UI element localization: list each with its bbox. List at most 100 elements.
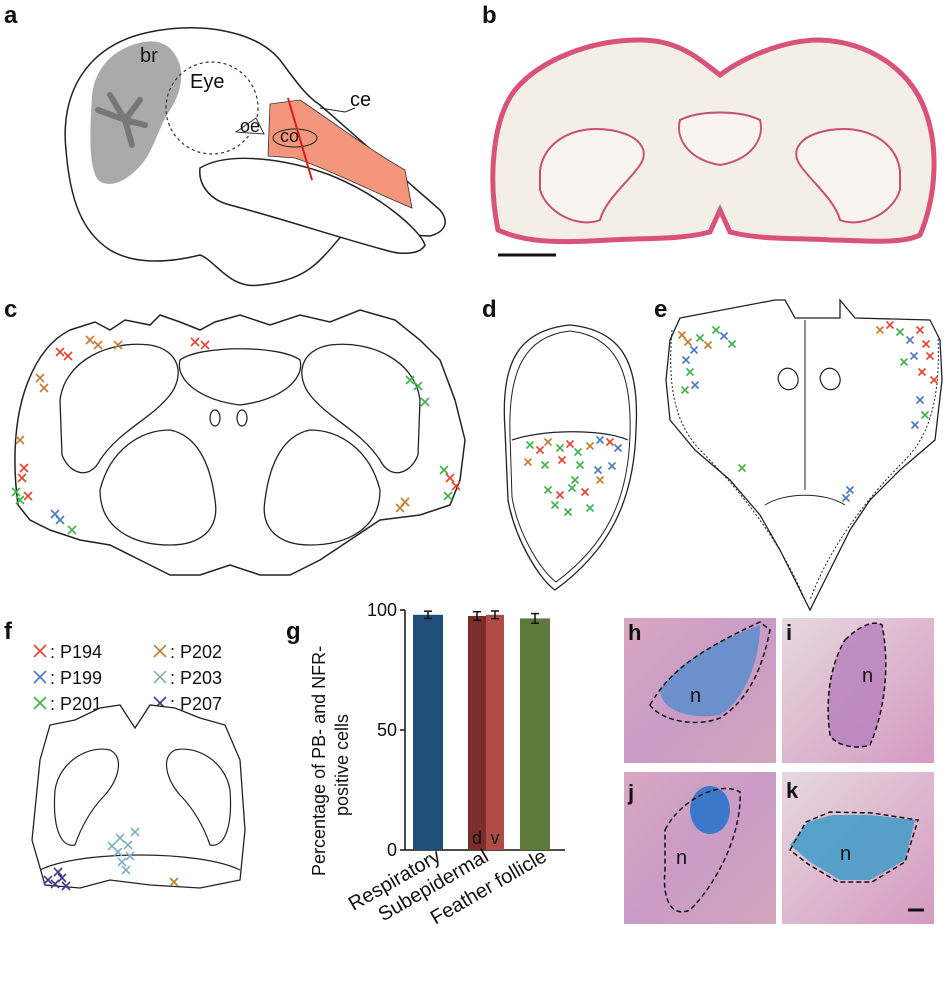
marker-e	[719, 331, 729, 341]
micrograph-j-nucleus: n	[676, 847, 687, 869]
bar	[520, 618, 550, 850]
marker-e	[695, 333, 705, 343]
oe-region	[234, 117, 265, 135]
marker-d	[585, 441, 595, 451]
marker-d	[563, 507, 573, 517]
left-cavity-c	[99, 429, 217, 546]
eye-circle	[165, 61, 259, 155]
section-e-hole-right	[819, 367, 841, 391]
marker-e	[703, 340, 713, 350]
marker-d	[550, 500, 560, 510]
marker-c	[67, 525, 77, 535]
marker-c	[35, 373, 45, 383]
panel-letter-c: c	[4, 296, 18, 323]
marker-e	[895, 327, 905, 337]
section-f-base	[39, 854, 241, 871]
marker-d	[573, 447, 583, 457]
y-axis-group: Percentage of PB- and NFR- positive cell…	[309, 646, 352, 876]
marker-e	[680, 385, 690, 395]
section-f-left-loop	[53, 748, 120, 846]
ce-pointer	[319, 107, 356, 113]
marker-e	[711, 325, 721, 335]
panel-letter-f: f	[4, 618, 12, 645]
marker-e	[727, 339, 737, 349]
marker-d	[605, 437, 615, 447]
marker-e	[899, 357, 909, 367]
marker-e	[677, 330, 687, 340]
marker-c	[200, 340, 210, 350]
marker-e	[920, 410, 930, 420]
marker-c	[93, 340, 103, 350]
marker-e	[915, 325, 925, 335]
marker-c	[443, 491, 453, 501]
section-e-rim	[670, 329, 806, 601]
marker-e	[875, 325, 885, 335]
marker-e	[917, 367, 927, 377]
marker-e	[681, 355, 691, 365]
marker-f	[169, 877, 179, 887]
marker-f	[117, 857, 127, 867]
marker-e	[909, 351, 919, 361]
legend-label: : P199	[50, 668, 102, 688]
section-f-outline	[31, 704, 246, 889]
septum	[678, 111, 762, 167]
legend-label: : P202	[170, 642, 222, 662]
marker-d	[607, 461, 617, 471]
brain-region	[90, 41, 182, 184]
marker-c	[413, 381, 423, 391]
legend-label: : P194	[50, 642, 102, 662]
marker-e	[885, 320, 895, 330]
marker-e	[683, 337, 693, 347]
right-cavity-c	[263, 429, 381, 546]
legend-label: : P207	[170, 694, 222, 714]
marker-d	[540, 460, 550, 470]
micrograph-h-cell	[649, 621, 771, 724]
septum-c	[178, 348, 302, 406]
marker-f	[123, 840, 133, 850]
bar	[413, 614, 443, 850]
marker-e	[845, 485, 855, 495]
marker-e	[910, 420, 920, 430]
marker-c	[439, 465, 449, 475]
marker-e	[915, 395, 925, 405]
marker-d	[565, 439, 575, 449]
marker-f	[130, 827, 140, 837]
markers-f	[43, 827, 179, 891]
marker-d	[555, 490, 565, 500]
legend-marker	[153, 644, 167, 658]
micrograph-i-label: i	[786, 620, 792, 645]
label-ce: ce	[350, 89, 371, 111]
micrograph-k-cell	[789, 811, 919, 883]
marker-e	[685, 367, 695, 377]
section-line	[287, 97, 313, 181]
bar	[468, 616, 486, 850]
y-tick-label: 100	[367, 600, 397, 620]
section-d-outer	[503, 324, 638, 591]
micrograph-i-cell	[827, 622, 887, 748]
lower-beak	[199, 157, 426, 255]
section-d-inner	[509, 330, 631, 583]
marker-c	[400, 497, 410, 507]
legend-marker	[153, 670, 167, 684]
markers-e	[677, 320, 939, 503]
marker-e	[689, 345, 699, 355]
y-tick-label: 50	[377, 720, 397, 740]
legend: : P194: P202: P199: P203: P201: P207	[33, 642, 222, 714]
marker-c	[420, 397, 430, 407]
micrograph-k-blue	[790, 815, 915, 880]
marker-d	[585, 503, 595, 513]
marker-d	[543, 485, 553, 495]
foramen-right	[236, 409, 248, 427]
section-e-rim-right	[809, 334, 939, 601]
micrograph-h-blue	[660, 625, 760, 717]
legend-label: : P201	[50, 694, 102, 714]
label-oe: oe	[240, 116, 260, 136]
marker-e	[737, 463, 747, 473]
marker-f	[107, 841, 117, 851]
marker-c	[15, 495, 25, 505]
marker-f	[121, 865, 131, 875]
